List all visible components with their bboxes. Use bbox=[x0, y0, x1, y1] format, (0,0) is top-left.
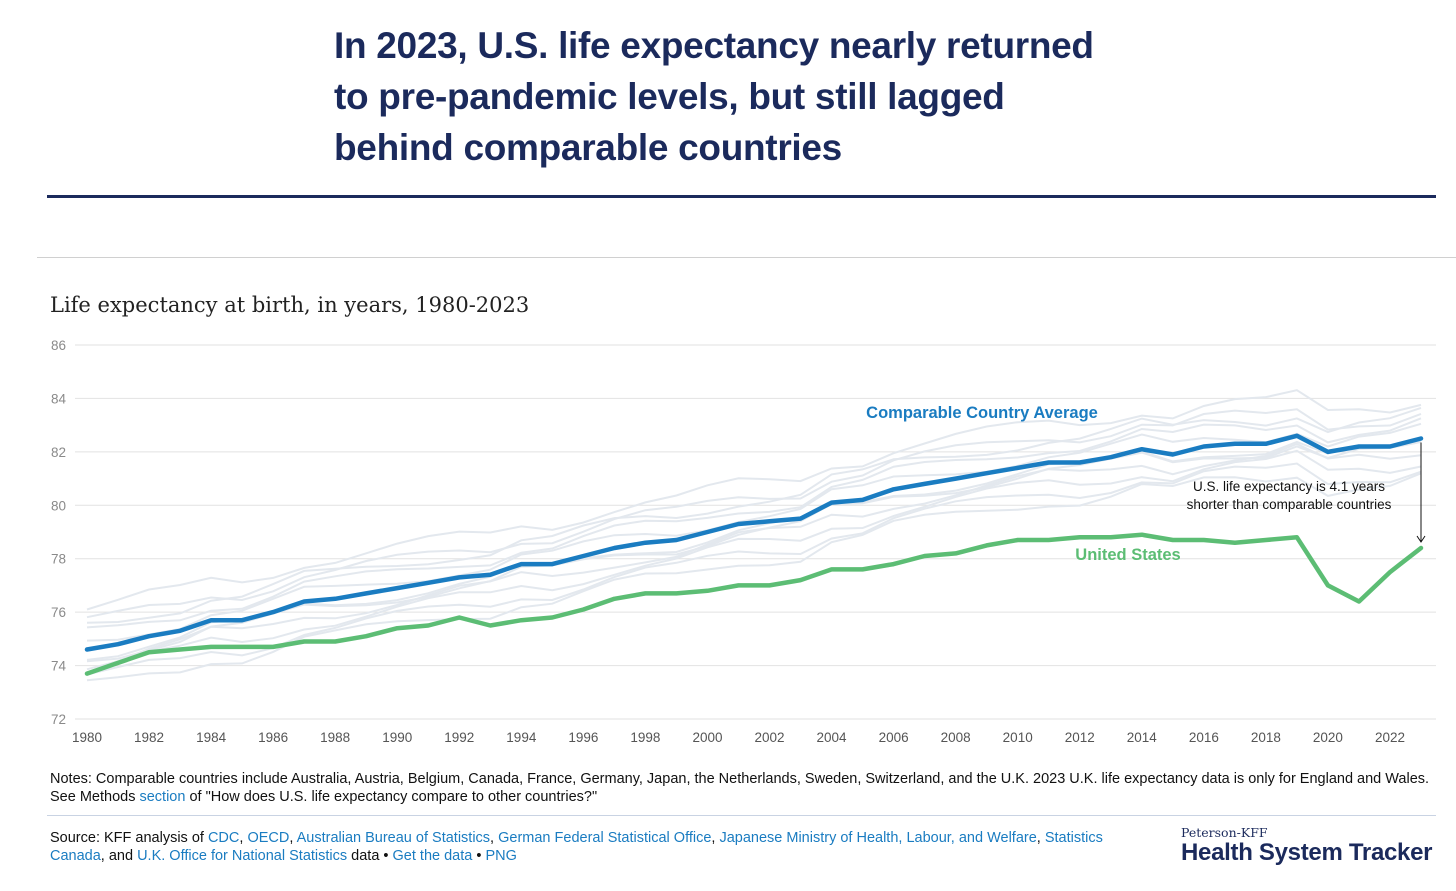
comparable-country-line bbox=[86, 439, 1422, 661]
comparable-country-line bbox=[86, 472, 1422, 682]
notes-text: Notes: Comparable countries include Aust… bbox=[50, 771, 1430, 805]
source-link-cdc[interactable]: CDC bbox=[207, 830, 240, 846]
series-line-united-states bbox=[84, 532, 1424, 676]
x-tick-label: 1988 bbox=[320, 730, 350, 745]
separator: , bbox=[1036, 830, 1045, 846]
chart-title: Life expectancy at birth, in years, 1980… bbox=[50, 293, 530, 317]
comparable-country-line bbox=[86, 389, 1422, 611]
comparable-country-line bbox=[86, 417, 1422, 629]
x-tick-label: 1990 bbox=[382, 730, 412, 745]
title-line: behind comparable countries bbox=[334, 127, 842, 168]
page-title: In 2023, U.S. life expectancy nearly ret… bbox=[334, 20, 1234, 173]
x-tick-label: 2022 bbox=[1375, 730, 1405, 745]
x-tick-label: 2000 bbox=[692, 730, 722, 745]
source-link-destatis[interactable]: German Federal Statistical Office bbox=[498, 830, 712, 846]
source-link-ons[interactable]: U.K. Office for National Statistics bbox=[137, 848, 348, 864]
arrow-head-icon bbox=[1416, 535, 1426, 543]
y-tick-label: 76 bbox=[51, 605, 66, 620]
chart-source: Source: KFF analysis of CDC, OECD, Austr… bbox=[50, 829, 1130, 865]
x-tick-label: 2014 bbox=[1127, 730, 1158, 745]
source-link-abs[interactable]: Australian Bureau of Statistics bbox=[296, 830, 491, 846]
y-tick-label: 80 bbox=[51, 498, 66, 513]
x-tick-label: 1980 bbox=[72, 730, 102, 745]
separator: , bbox=[490, 830, 499, 846]
x-tick-label: 2008 bbox=[941, 730, 971, 745]
notes-divider bbox=[47, 815, 1436, 816]
series-label-us: United States bbox=[1075, 546, 1180, 564]
title-line: In 2023, U.S. life expectancy nearly ret… bbox=[334, 25, 1094, 66]
png-link[interactable]: PNG bbox=[485, 848, 517, 864]
y-tick-label: 84 bbox=[51, 391, 67, 406]
comparable-country-line bbox=[86, 442, 1422, 671]
chart-notes: Notes: Comparable countries include Aust… bbox=[50, 770, 1450, 806]
comparable-country-line bbox=[86, 422, 1422, 642]
separator: , bbox=[289, 830, 297, 846]
y-tick-label: 72 bbox=[51, 712, 66, 727]
source-link-statcan[interactable]: Statistics Canada bbox=[50, 830, 1103, 864]
annotation-text: shorter than comparable countries bbox=[1187, 497, 1392, 512]
logo: Peterson-KFF Health System Tracker bbox=[1181, 825, 1432, 867]
title-line: to pre-pandemic levels, but still lagged bbox=[334, 76, 1005, 117]
section-divider bbox=[37, 257, 1456, 258]
x-tick-label: 2012 bbox=[1065, 730, 1095, 745]
x-tick-label: 2004 bbox=[817, 730, 848, 745]
methods-section-link[interactable]: section bbox=[139, 789, 186, 805]
x-tick-label: 2018 bbox=[1251, 730, 1281, 745]
y-tick-label: 74 bbox=[51, 659, 67, 674]
x-tick-label: 2016 bbox=[1189, 730, 1219, 745]
x-tick-label: 1994 bbox=[506, 730, 537, 745]
series-label-comparable: Comparable Country Average bbox=[866, 404, 1098, 422]
x-tick-label: 2006 bbox=[879, 730, 909, 745]
x-tick-label: 1996 bbox=[568, 730, 598, 745]
x-tick-label: 2002 bbox=[754, 730, 784, 745]
separator: , and bbox=[100, 848, 138, 864]
y-tick-label: 82 bbox=[51, 445, 66, 460]
notes-text: of "How does U.S. life expectancy compar… bbox=[185, 789, 598, 805]
annotation-text: U.S. life expectancy is 4.1 years bbox=[1193, 479, 1385, 494]
x-tick-label: 2010 bbox=[1003, 730, 1033, 745]
series-line-comparable-country-average bbox=[84, 433, 1424, 652]
source-link-japan-mhlw[interactable]: Japanese Ministry of Health, Labour, and… bbox=[719, 830, 1037, 846]
comparable-country-line bbox=[86, 406, 1422, 624]
separator: , bbox=[711, 830, 720, 846]
title-divider bbox=[47, 195, 1436, 198]
logo-small-text: Peterson-KFF bbox=[1181, 825, 1268, 840]
x-tick-label: 1982 bbox=[134, 730, 164, 745]
x-tick-label: 1992 bbox=[444, 730, 474, 745]
get-data-link[interactable]: Get the data bbox=[392, 848, 473, 864]
line-chart: 72 74 76 78 80 82 84 86 1980 1982 1984 1986 1988 1990… bbox=[51, 338, 1436, 745]
separator: , bbox=[239, 830, 248, 846]
x-tick-label: 2020 bbox=[1313, 730, 1343, 745]
comparable-country-line bbox=[86, 449, 1422, 674]
x-tick-label: 1986 bbox=[258, 730, 288, 745]
logo-big-text: Health System Tracker bbox=[1181, 839, 1433, 866]
separator: • bbox=[472, 848, 486, 864]
x-tick-label: 1984 bbox=[196, 730, 227, 745]
x-tick-label: 1998 bbox=[630, 730, 660, 745]
y-tick-label: 86 bbox=[51, 338, 66, 353]
comparable-country-line bbox=[86, 441, 1422, 663]
y-tick-label: 78 bbox=[51, 552, 66, 567]
comparable-country-line bbox=[86, 462, 1422, 676]
comparable-country-line bbox=[86, 408, 1422, 619]
source-text: Source: KFF analysis of bbox=[50, 830, 208, 846]
source-text: data • bbox=[347, 848, 393, 864]
source-link-oecd[interactable]: OECD bbox=[247, 830, 290, 846]
